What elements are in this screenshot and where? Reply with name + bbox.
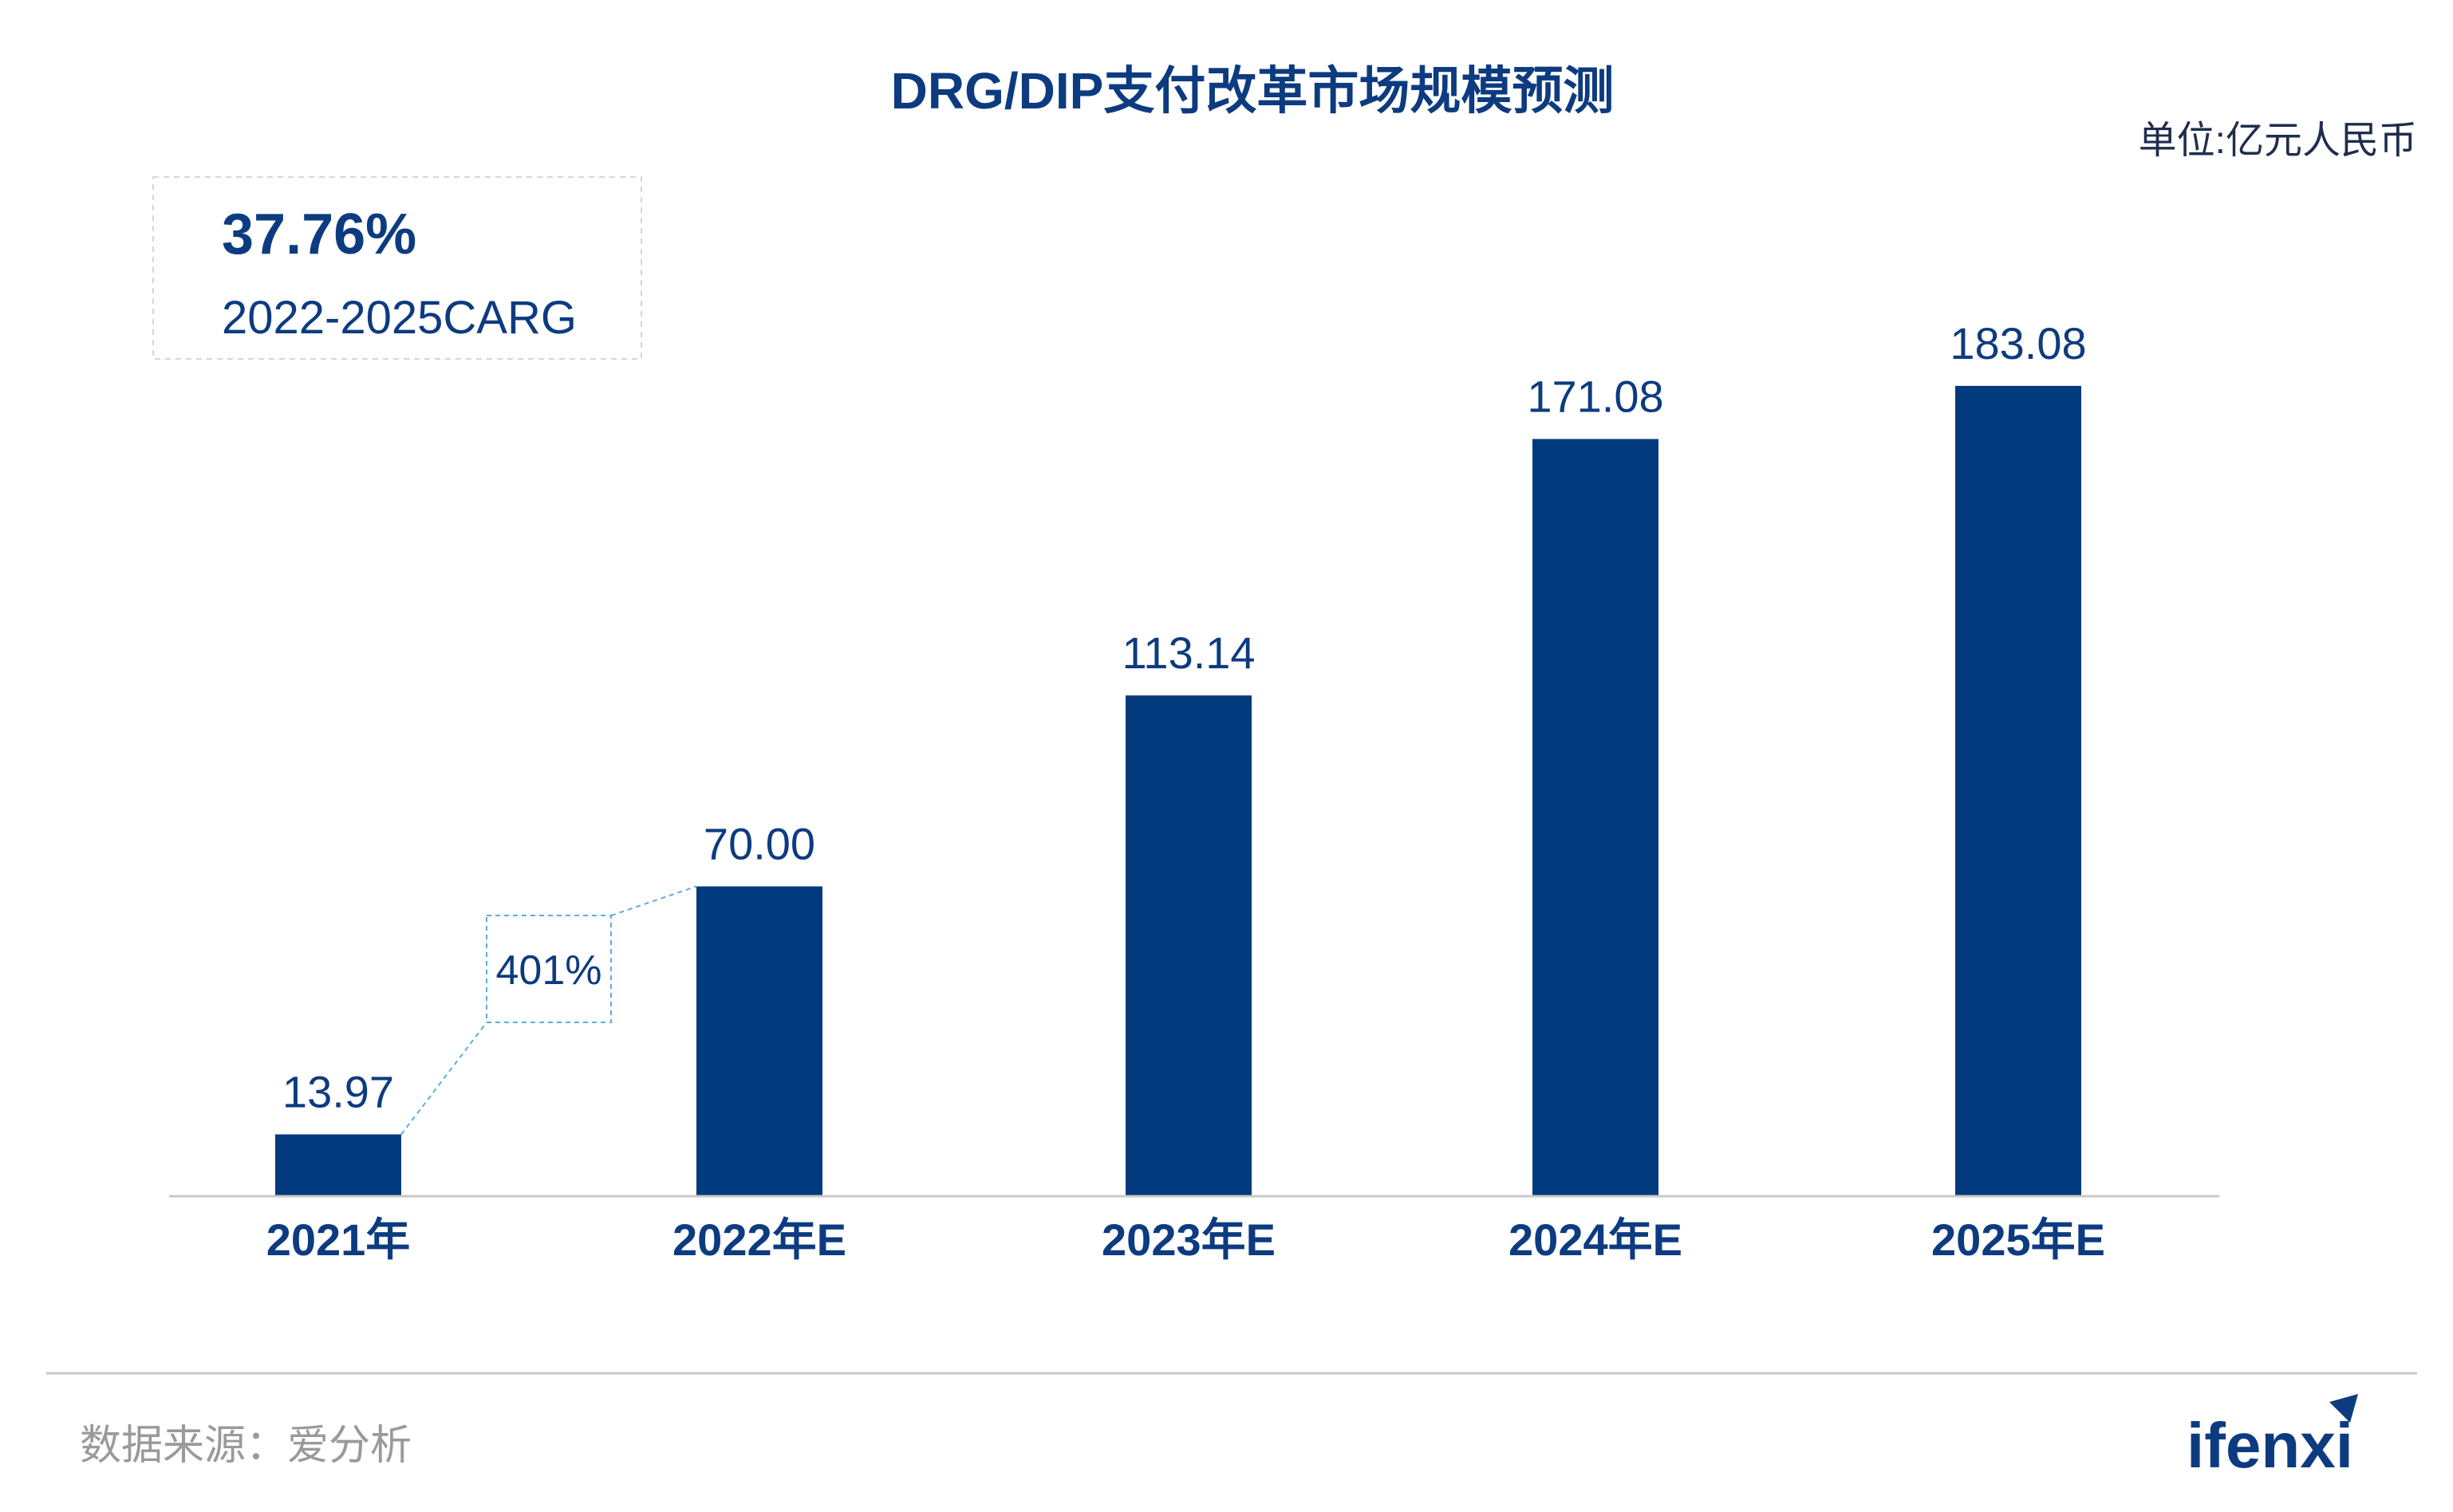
bar-0 [275,1134,401,1196]
bar-4 [1955,385,2081,1196]
bar-1 [696,886,822,1196]
bar-series [275,385,2081,1196]
cagr-label: 2022-2025CARG [222,292,577,344]
growth-box [486,915,612,1023]
bar-3 [1532,439,1658,1196]
growth-connector-left [400,1022,487,1136]
logo-text: ifenxi [2187,1410,2353,1481]
source-text: 数据来源：爱分析 [80,1423,412,1469]
value-label-4: 183.08 [1950,318,2086,368]
value-label-1: 70.00 [704,819,815,869]
unit-label: 单位:亿元人民币 [2139,120,2417,162]
category-label-2: 2023年E [1102,1215,1276,1265]
category-label-1: 2022年E [672,1215,846,1265]
growth-connector-right [610,885,697,916]
bar-2 [1126,695,1252,1196]
value-label-3: 171.08 [1527,372,1663,422]
chart-title: DRG/DIP支付改革市场规模预测 [891,62,1615,120]
category-label-3: 2024年E [1508,1215,1682,1265]
ifenxi-logo: ifenxi [2187,1394,2358,1481]
category-label-4: 2025年E [1931,1215,2105,1265]
value-label-0: 13.97 [282,1066,394,1116]
cagr-value: 37.76% [222,203,416,266]
growth-label: 401% [496,947,602,994]
value-label-2: 113.14 [1122,628,1255,678]
value-labels: 13.97 70.00 113.14 171.08 183.08 [282,318,2087,1117]
category-labels: 2021年 2022年E 2023年E 2024年E 2025年E [266,1215,2105,1265]
category-label-0: 2021年 [266,1215,411,1265]
logo-arrow-icon [2329,1394,2358,1423]
cagr-box [152,176,642,360]
